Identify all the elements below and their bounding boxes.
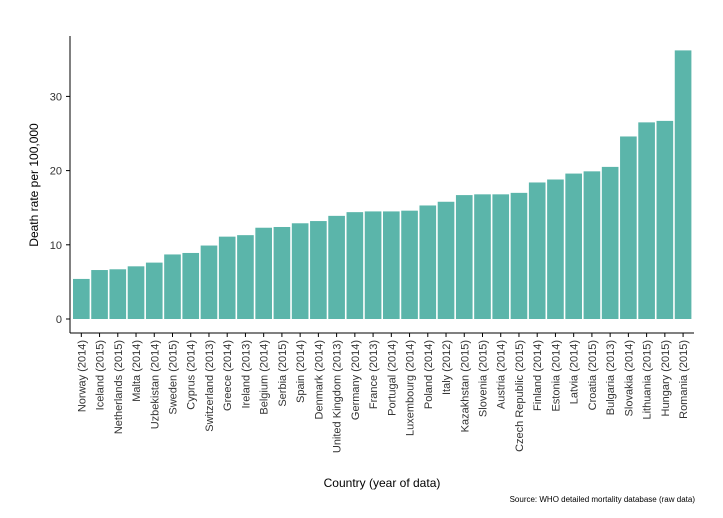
bar <box>638 122 655 320</box>
bar <box>674 50 692 320</box>
bar <box>547 179 564 319</box>
x-tick-label: Norway (2014) <box>76 340 88 412</box>
x-tick-label: Finland (2014) <box>532 340 544 411</box>
bar <box>383 211 400 319</box>
y-tick-label: 20 <box>50 166 62 178</box>
x-axis-ticks: Norway (2014) Iceland (2015) Netherlands (… <box>76 333 690 453</box>
bar <box>656 120 674 319</box>
bar <box>200 245 218 319</box>
y-tick-label: 0 <box>56 314 62 326</box>
bars-group <box>73 50 692 320</box>
bar <box>492 194 510 319</box>
x-tick-label: Serbia (2015) <box>277 340 289 407</box>
x-axis-title: Country (year of data) <box>324 476 441 490</box>
bar <box>328 215 345 319</box>
x-tick-label: Austria (2014) <box>496 340 508 409</box>
bar <box>237 235 254 319</box>
x-tick-label: Switzerland (2013) <box>204 340 216 432</box>
bar <box>620 136 637 319</box>
x-tick-label: Poland (2014) <box>423 340 435 409</box>
bar <box>565 173 582 319</box>
bar <box>310 221 327 319</box>
bar <box>182 252 200 319</box>
bar <box>455 195 473 319</box>
x-tick-label: Kazakhstan (2015) <box>459 340 471 432</box>
x-tick-label: Portugal (2014) <box>386 340 398 416</box>
bar <box>419 205 437 319</box>
x-tick-label: Denmark (2014) <box>313 340 325 419</box>
x-tick-label: Slovenia (2015) <box>477 340 489 417</box>
x-tick-label: Bulgaria (2013) <box>605 340 617 415</box>
y-tick-label: 10 <box>50 240 62 252</box>
x-tick-label: Spain (2014) <box>295 340 307 403</box>
x-tick-label: Lithuania (2015) <box>642 340 654 420</box>
x-tick-label: Sweden (2015) <box>167 340 179 415</box>
bar <box>91 270 108 319</box>
x-tick-label: Romania (2015) <box>678 340 690 419</box>
bar <box>401 210 418 319</box>
x-tick-label: Estonia (2014) <box>550 340 562 412</box>
x-tick-label: Netherlands (2015) <box>113 340 125 434</box>
bar <box>145 262 163 319</box>
x-tick-label: Greece (2014) <box>222 340 234 411</box>
y-tick-label: 30 <box>50 91 62 103</box>
bar <box>437 201 455 319</box>
bar <box>109 269 127 319</box>
bar <box>583 171 601 319</box>
bar <box>255 227 272 319</box>
bar <box>346 212 364 319</box>
x-tick-label: Italy (2012) <box>441 340 453 395</box>
x-tick-label: Ireland (2013) <box>240 340 252 409</box>
x-tick-label: Latvia (2014) <box>569 340 581 404</box>
x-tick-label: Slovakia (2014) <box>623 340 635 416</box>
bar <box>291 223 309 319</box>
bar <box>73 278 90 319</box>
y-axis-ticks: 0 10 20 30 <box>50 91 70 326</box>
bar <box>528 182 546 319</box>
y-axis-title: Death rate per 100,000 <box>27 123 41 247</box>
x-tick-label: Czech Republic (2015) <box>514 340 526 452</box>
bar <box>164 254 181 319</box>
x-tick-label: Hungary (2015) <box>660 340 672 416</box>
bar <box>273 226 291 319</box>
bar <box>127 266 145 319</box>
x-tick-label: Malta (2014) <box>131 340 143 402</box>
x-tick-label: Croatia (2015) <box>587 340 599 410</box>
x-tick-label: France (2013) <box>368 340 380 409</box>
x-tick-label: Germany (2014) <box>350 340 362 420</box>
source-note: Source: WHO detailed mortality database … <box>509 495 695 504</box>
bar <box>218 236 236 319</box>
bar <box>364 211 382 319</box>
x-tick-label: Belgium (2014) <box>259 340 271 415</box>
x-tick-label: Uzbekistan (2014) <box>149 340 161 429</box>
bar <box>474 194 491 319</box>
bar <box>510 192 528 319</box>
x-tick-label: Luxembourg (2014) <box>405 340 417 436</box>
bar <box>601 166 619 319</box>
x-tick-label: Iceland (2015) <box>95 340 107 410</box>
x-tick-label: Cyprus (2014) <box>186 340 198 410</box>
x-tick-label: United Kingdom (2013) <box>332 340 344 453</box>
